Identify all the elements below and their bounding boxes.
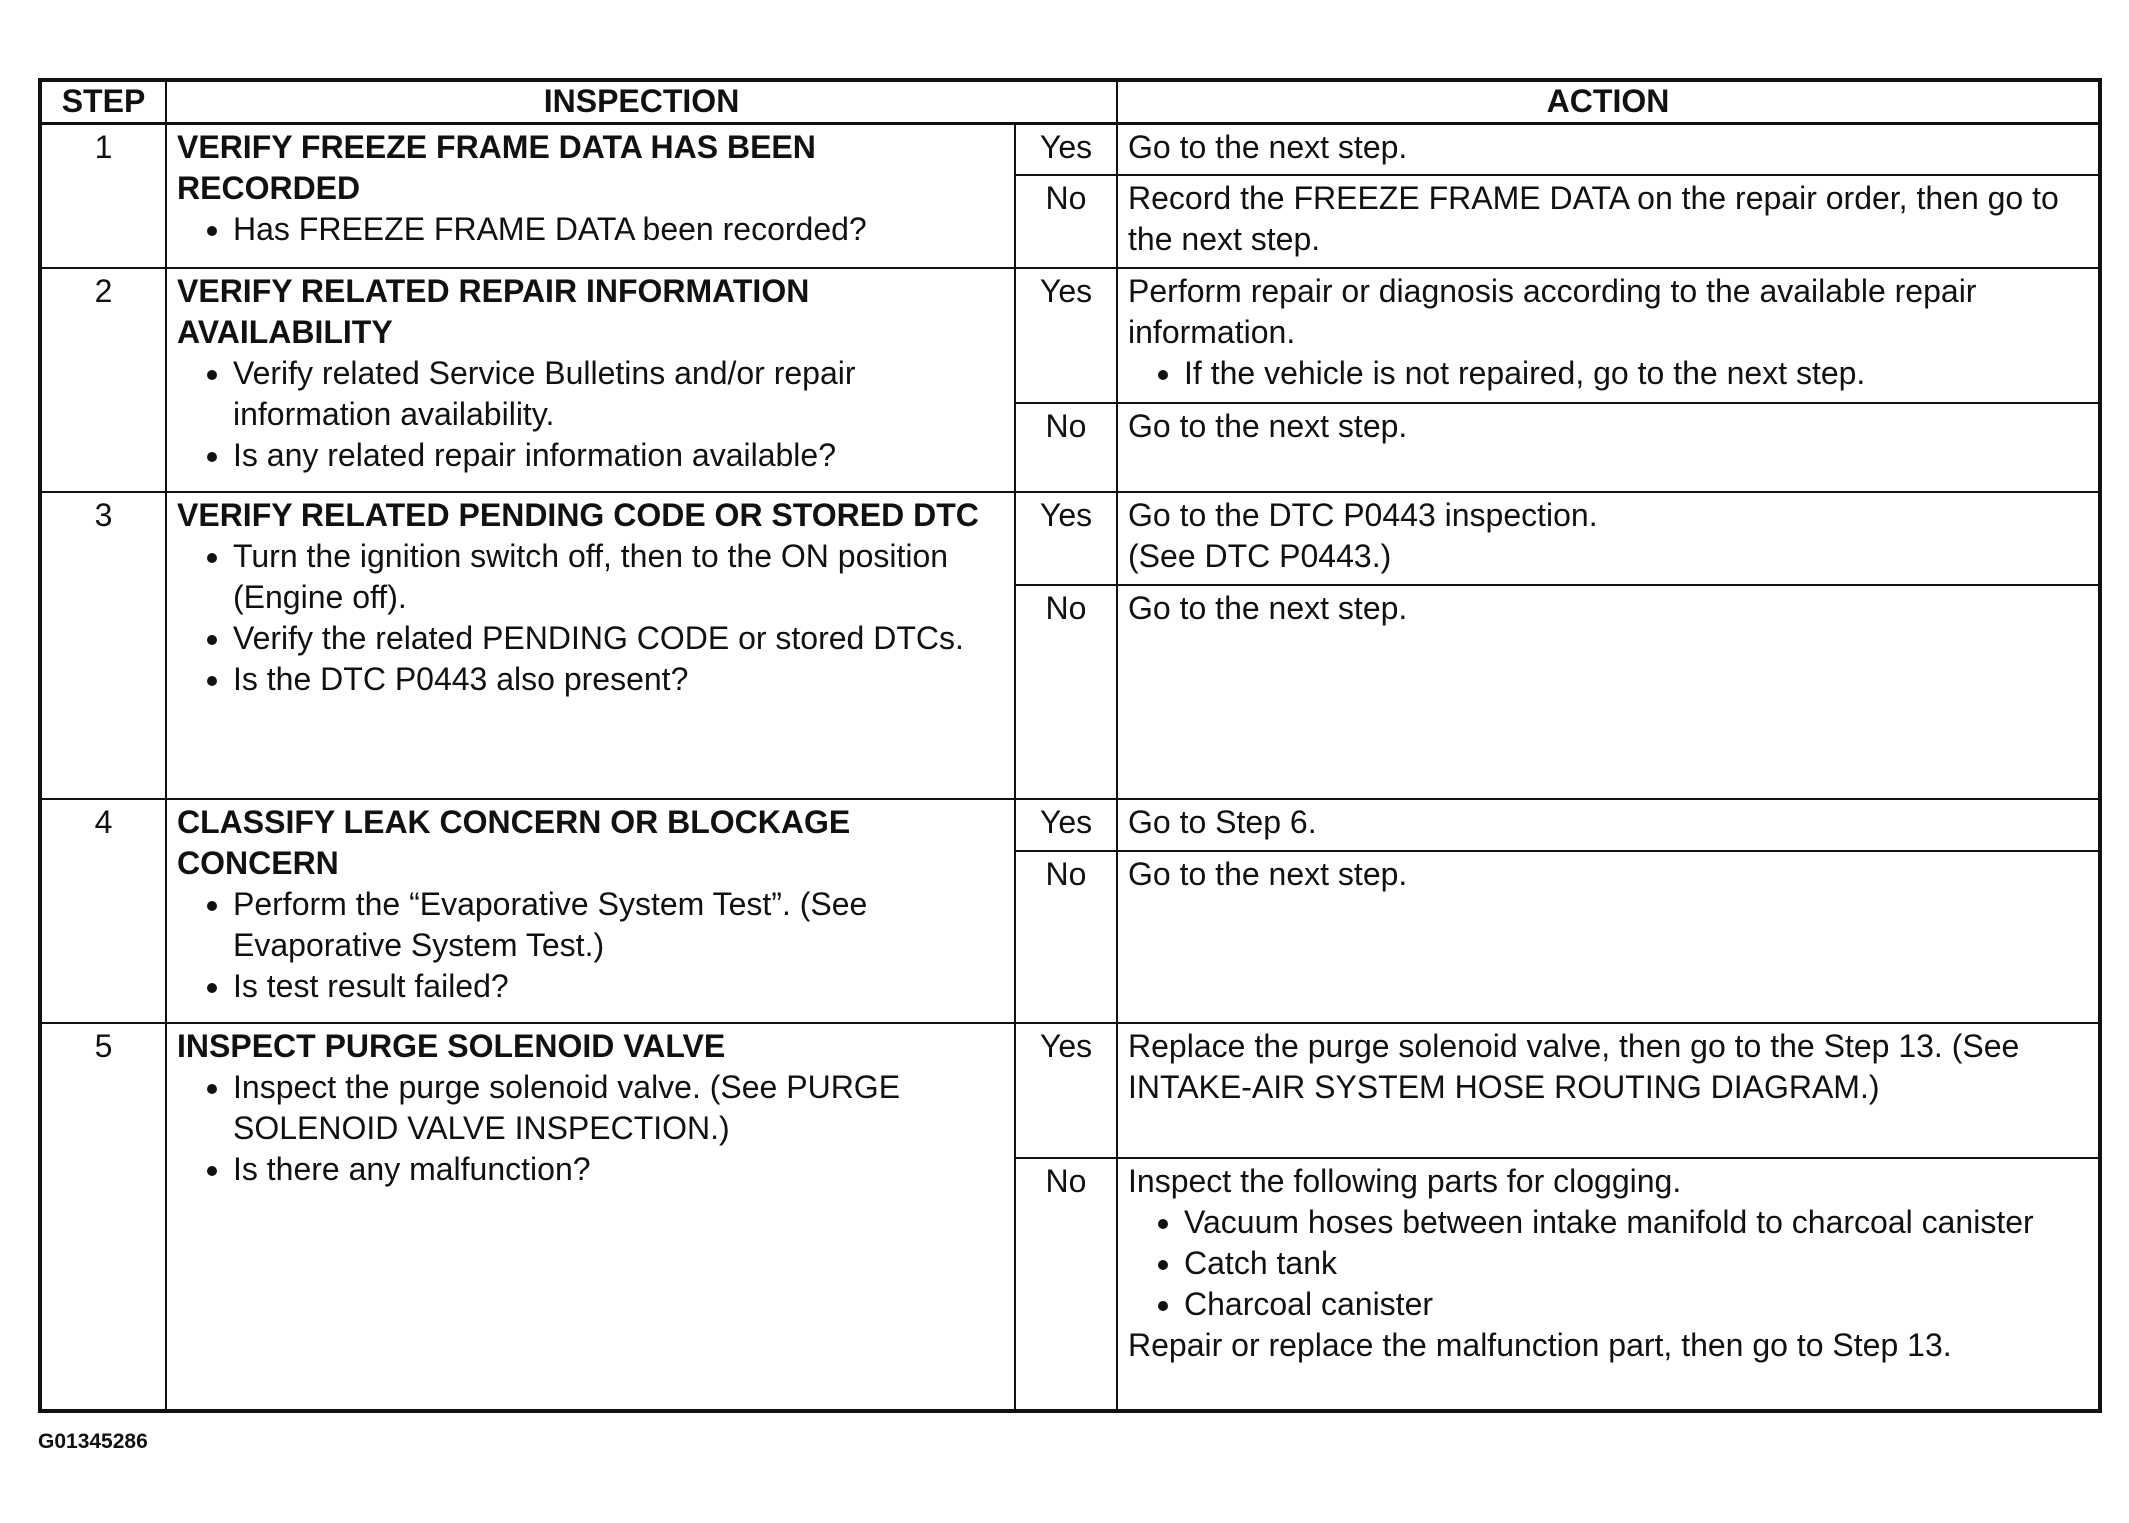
header-inspection: INSPECTION xyxy=(164,79,1119,125)
action-bullets: Vacuum hoses between intake manifold to … xyxy=(1128,1202,2088,1325)
inspection-title: CLASSIFY LEAK CONCERN OR BLOCKAGE CONCER… xyxy=(177,804,851,881)
action-text-after: Repair or replace the malfunction part, … xyxy=(1128,1327,1952,1363)
action-bullet: Vacuum hoses between intake manifold to … xyxy=(1184,1202,2088,1243)
inspection-bullet: Is the DTC P0443 also present? xyxy=(233,659,1004,700)
inspection-bullet: Verify the related PENDING CODE or store… xyxy=(233,618,1004,659)
inspection-cell: VERIFY RELATED PENDING CODE OR STORED DT… xyxy=(165,491,1016,800)
action-text: Go to the next step. xyxy=(1128,856,1408,892)
inspection-bullets: Verify related Service Bulletins and/or … xyxy=(177,353,1004,476)
step-row-no: No Go to the next step. xyxy=(40,402,2101,493)
step-row-yes: 3 VERIFY RELATED PENDING CODE OR STORED D… xyxy=(39,491,2101,800)
step-row-no: No Go to the next step. xyxy=(40,850,2101,1024)
header-step: STEP xyxy=(39,79,167,125)
inspection-bullet: Turn the ignition switch off, then to th… xyxy=(233,536,1004,618)
action-text: Replace the purge solenoid valve, then g… xyxy=(1128,1028,2020,1105)
step-row-yes: 4 CLASSIFY LEAK CONCERN OR BLOCKAGE CONCE… xyxy=(39,798,2101,1024)
action-no: Go to the next step. xyxy=(1116,402,2101,493)
figure-id: G01345286 xyxy=(38,1430,148,1453)
inspection-title: VERIFY RELATED REPAIR INFORMATION AVAILA… xyxy=(177,273,810,350)
inspection-bullet: Verify related Service Bulletins and/or … xyxy=(233,353,1004,435)
inspection-bullet: Is any related repair information availa… xyxy=(233,435,1004,476)
action-no: Inspect the following parts for clogging… xyxy=(1116,1157,2101,1412)
no-label: No xyxy=(1013,850,1119,1024)
inspection-bullets: Inspect the purge solenoid valve. (See P… xyxy=(177,1067,1004,1190)
action-no: Go to the next step. xyxy=(1116,584,2101,800)
step-number: 4 xyxy=(39,798,167,1024)
inspection-bullets: Turn the ignition switch off, then to th… xyxy=(177,536,1004,700)
step-row-yes: 1 VERIFY FREEZE FRAME DATA HAS BEEN RECOR… xyxy=(39,122,2101,269)
action-yes: Go to the DTC P0443 inspection. (See DTC… xyxy=(1116,491,2101,586)
action-text: Perform repair or diagnosis according to… xyxy=(1128,273,1977,350)
header-action: ACTION xyxy=(1116,79,2101,125)
no-label: No xyxy=(1013,584,1119,800)
action-yes: Replace the purge solenoid valve, then g… xyxy=(1116,1022,2101,1159)
yes-label: Yes xyxy=(1013,798,1119,852)
action-text: Go to the next step. xyxy=(1128,408,1408,444)
no-label: No xyxy=(1013,174,1119,269)
inspection-bullet: Perform the “Evaporative System Test”. (… xyxy=(233,884,1004,966)
inspection-cell: VERIFY FREEZE FRAME DATA HAS BEEN RECORD… xyxy=(165,122,1016,269)
inspection-bullet: Is test result failed? xyxy=(233,966,1004,1007)
inspection-bullets: Has FREEZE FRAME DATA been recorded? xyxy=(177,209,1004,250)
diagnostic-procedure-table: STEP INSPECTION ACTION 1 VERIFY FREEZE FR… xyxy=(38,78,2102,1413)
inspection-title: VERIFY RELATED PENDING CODE OR STORED DT… xyxy=(177,497,979,533)
no-label: No xyxy=(1013,402,1119,493)
yes-label: Yes xyxy=(1013,122,1119,176)
step-row-no: No Record the FREEZE FRAME DATA on the re… xyxy=(40,174,2101,269)
action-text: Go to the next step. xyxy=(1128,590,1408,626)
inspection-bullet: Has FREEZE FRAME DATA been recorded? xyxy=(233,209,1004,250)
step-number: 5 xyxy=(39,1022,167,1412)
action-text: Inspect the following parts for clogging… xyxy=(1128,1163,1682,1199)
step-number: 1 xyxy=(39,122,167,269)
action-text: Go to the next step. xyxy=(1128,128,1408,165)
step-number: 3 xyxy=(39,491,167,800)
action-no: Record the FREEZE FRAME DATA on the repa… xyxy=(1116,174,2101,269)
action-bullet: If the vehicle is not repaired, go to th… xyxy=(1184,353,2088,394)
action-text: Record the FREEZE FRAME DATA on the repa… xyxy=(1128,180,2059,257)
step-row-yes: 2 VERIFY RELATED REPAIR INFORMATION AVAIL… xyxy=(39,267,2101,493)
inspection-cell: INSPECT PURGE SOLENOID VALVEInspect the … xyxy=(165,1022,1016,1412)
yes-label: Yes xyxy=(1013,267,1119,404)
action-bullet: Catch tank xyxy=(1184,1243,2088,1284)
inspection-bullet: Inspect the purge solenoid valve. (See P… xyxy=(233,1067,1004,1149)
inspection-bullets: Perform the “Evaporative System Test”. (… xyxy=(177,884,1004,1007)
action-yes: Perform repair or diagnosis according to… xyxy=(1116,267,2101,404)
action-yes: Go to Step 6. xyxy=(1116,798,2101,852)
step-number: 2 xyxy=(39,267,167,493)
action-no: Go to the next step. xyxy=(1116,850,2101,1024)
inspection-title: INSPECT PURGE SOLENOID VALVE xyxy=(177,1028,726,1064)
action-bullets: If the vehicle is not repaired, go to th… xyxy=(1128,353,2088,394)
inspection-bullet: Is there any malfunction? xyxy=(233,1149,1004,1190)
action-text: Go to Step 6. xyxy=(1128,804,1317,840)
yes-label: Yes xyxy=(1013,491,1119,586)
action-text: Go to the DTC P0443 inspection. (See DTC… xyxy=(1128,497,1598,574)
action-bullet: Charcoal canister xyxy=(1184,1284,2088,1325)
action-yes: Go to the next step. xyxy=(1116,122,2101,176)
step-row-no: No Inspect the following parts for cloggi… xyxy=(40,1157,2101,1412)
no-label: No xyxy=(1013,1157,1119,1412)
step-row-no: No Go to the next step. xyxy=(40,584,2101,800)
inspection-cell: CLASSIFY LEAK CONCERN OR BLOCKAGE CONCER… xyxy=(165,798,1016,1024)
inspection-cell: VERIFY RELATED REPAIR INFORMATION AVAILA… xyxy=(165,267,1016,493)
inspection-title: VERIFY FREEZE FRAME DATA HAS BEEN RECORD… xyxy=(177,128,816,206)
yes-label: Yes xyxy=(1013,1022,1119,1159)
